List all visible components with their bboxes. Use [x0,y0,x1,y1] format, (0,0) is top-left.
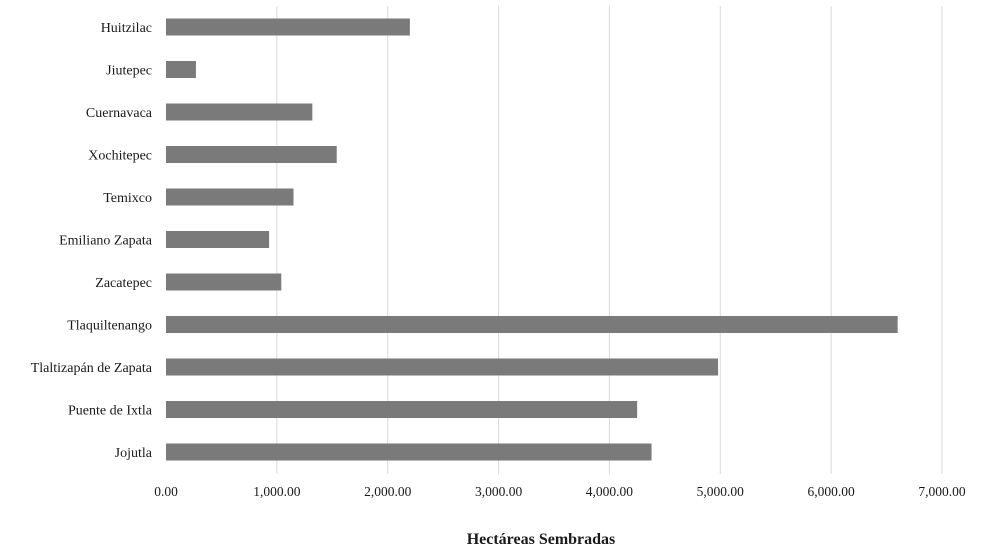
category-label: Cuernavaca [86,106,153,121]
x-tick-label: 5,000.00 [697,484,745,499]
x-tick-label: 0.00 [154,484,178,499]
x-tick-label: 2,000.00 [364,484,412,499]
category-label: Temixco [103,191,152,206]
category-label: Zacatepec [95,276,152,291]
bar [166,188,294,206]
bars [166,18,898,461]
category-label: Tlaquiltenango [67,319,152,334]
bar [166,358,719,376]
category-label: Puente de Ixtla [68,404,153,419]
x-tick-labels: 0.00 1,000.00 2,000.00 3,000.00 4,000.00 5,00… [154,484,966,499]
category-label: Emiliano Zapata [59,234,153,249]
category-label: Huitzilac [101,21,152,36]
bar [166,443,652,461]
category-label: Xochitepec [88,149,152,164]
bar [166,103,313,121]
bar [166,61,196,78]
x-tick-label: 3,000.00 [475,484,523,499]
bar [166,231,270,248]
x-tick-label: 4,000.00 [586,484,634,499]
category-labels: Huitzilac Jiutepec Cuernavaca Xochitepec Tem… [31,21,153,461]
bar [166,273,282,291]
x-tick-label: 6,000.00 [808,484,856,499]
category-label: Tlaltizapán de Zapata [31,361,153,376]
bar [166,146,337,163]
category-label: Jiutepec [106,64,152,79]
x-tick-label: 1,000.00 [253,484,301,499]
x-axis-title: Hectáreas Sembradas [467,531,616,548]
bar [166,401,638,418]
category-label: Jojutla [115,446,153,461]
bar [166,316,898,333]
gridlines [276,6,943,474]
bar [166,18,410,36]
x-tick-label: 7,000.00 [918,484,966,499]
